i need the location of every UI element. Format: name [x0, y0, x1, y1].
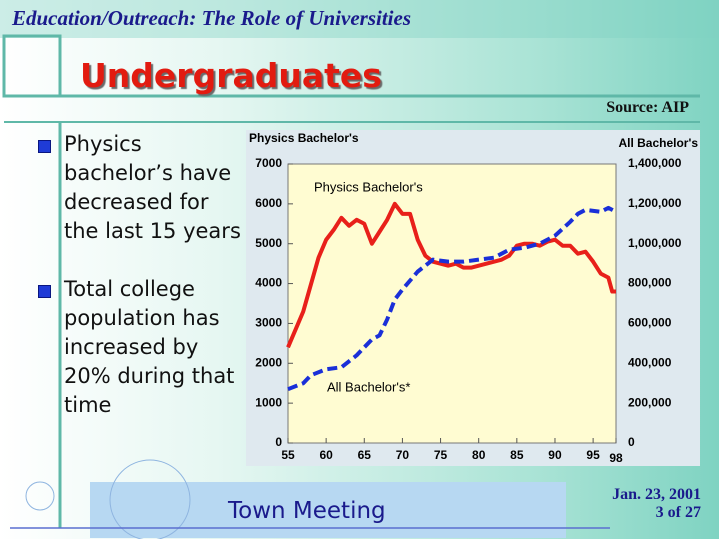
x-tick-label: 55 [281, 448, 295, 462]
date: Jan. 23, 2001 [612, 486, 701, 503]
x-tick-label: 75 [434, 448, 448, 462]
series-label: Physics Bachelor's [314, 179, 423, 194]
y-tick-label: 4000 [255, 276, 282, 290]
bullet-text: Total college population has increased b… [64, 277, 235, 417]
y2-tick-label: 1,000,000 [628, 236, 682, 250]
y-tick-label: 7000 [255, 156, 282, 170]
y-tick-label: 2000 [255, 355, 282, 369]
x-tick-label: 65 [358, 448, 372, 462]
bullet-icon [38, 285, 51, 298]
y-tick-label: 6000 [255, 196, 282, 210]
footer: Town Meeting [228, 498, 386, 524]
series-line [287, 205, 617, 392]
bullet-text: Physics bachelor’s have decreased for th… [64, 132, 241, 243]
y-tick-label: 1000 [255, 395, 282, 409]
bullet-icon [38, 140, 51, 153]
y2-tick-label: 0 [628, 435, 635, 449]
slide-title: Undergraduates [80, 56, 382, 95]
header: Education/Outreach: The Role of Universi… [12, 6, 411, 30]
x-tick-label: 85 [510, 448, 524, 462]
source: Source: AIP [606, 99, 689, 116]
x-tick-label: 98 [609, 451, 623, 465]
y-tick-label: 5000 [255, 236, 282, 250]
x-tick-label: 80 [472, 448, 486, 462]
x-tick-label: 95 [586, 448, 600, 462]
y2-tick-label: 200,000 [628, 395, 672, 409]
x-tick-label: 90 [548, 448, 562, 462]
x-tick-label: 70 [396, 448, 410, 462]
y2-axis-label: All Bachelor's [618, 136, 698, 150]
y-axis-label: Physics Bachelor's [249, 131, 359, 145]
x-tick-label: 60 [319, 448, 333, 462]
y2-tick-label: 1,400,000 [628, 156, 682, 170]
series-line [286, 201, 616, 349]
y2-tick-label: 800,000 [628, 276, 672, 290]
y2-tick-label: 400,000 [628, 355, 672, 369]
series-label: All Bachelor's* [327, 379, 410, 394]
y2-tick-label: 600,000 [628, 316, 672, 330]
y2-tick-label: 1,200,000 [628, 196, 682, 210]
page-number: 3 of 27 [655, 504, 701, 521]
y-tick-label: 0 [275, 435, 282, 449]
y-tick-label: 3000 [255, 316, 282, 330]
